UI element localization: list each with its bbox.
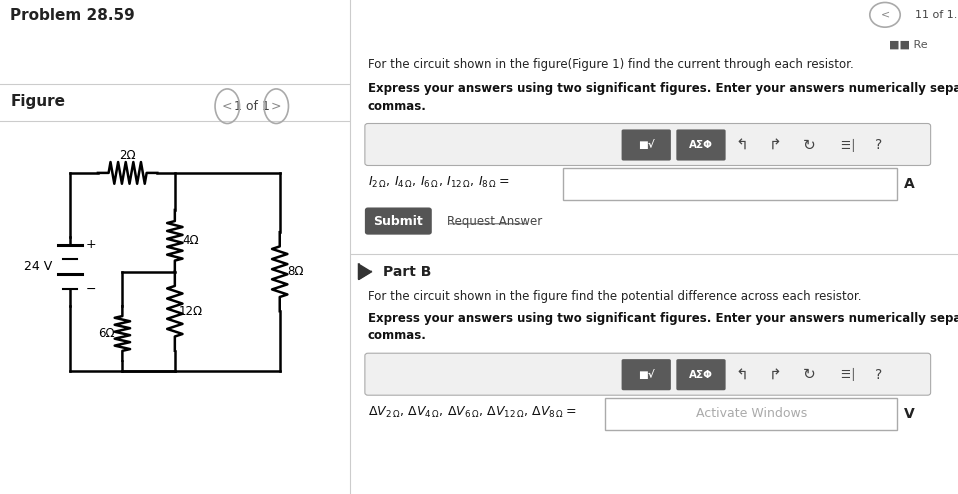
Text: Submit: Submit	[374, 214, 423, 228]
Text: $\Delta V_{2\,\Omega},\, \Delta V_{4\,\Omega},\, \Delta V_{6\,\Omega},\, \Delta : $\Delta V_{2\,\Omega},\, \Delta V_{4\,\O…	[368, 405, 577, 420]
Text: commas.: commas.	[368, 329, 427, 342]
Text: ΑΣΦ: ΑΣΦ	[689, 140, 713, 150]
Text: ?: ?	[876, 138, 882, 152]
Text: ☰│: ☰│	[840, 368, 856, 381]
Text: ↱: ↱	[769, 367, 782, 382]
Text: >: >	[271, 100, 282, 113]
FancyBboxPatch shape	[605, 398, 897, 430]
FancyBboxPatch shape	[365, 353, 930, 395]
Text: 6Ω: 6Ω	[99, 327, 115, 340]
FancyBboxPatch shape	[676, 129, 725, 161]
Text: ↻: ↻	[803, 367, 815, 382]
FancyBboxPatch shape	[562, 168, 897, 200]
Text: For the circuit shown in the figure find the potential difference across each re: For the circuit shown in the figure find…	[368, 290, 861, 303]
Text: $I_{2\,\Omega},\, I_{4\,\Omega},\, I_{6\,\Omega},\, I_{12\,\Omega},\, I_{8\,\Ome: $I_{2\,\Omega},\, I_{4\,\Omega},\, I_{6\…	[368, 175, 510, 190]
Text: ↱: ↱	[769, 137, 782, 153]
Text: For the circuit shown in the figure(Figure 1) find the current through each resi: For the circuit shown in the figure(Figu…	[368, 58, 854, 71]
Text: ?: ?	[876, 368, 882, 382]
Text: Request Answer: Request Answer	[447, 214, 542, 228]
Text: 4Ω: 4Ω	[182, 234, 199, 247]
FancyBboxPatch shape	[676, 359, 725, 390]
Text: ■■ Re: ■■ Re	[889, 40, 927, 49]
Text: 11 of 1...: 11 of 1...	[916, 10, 958, 20]
Text: ■√: ■√	[638, 370, 654, 380]
Text: 24 V: 24 V	[24, 260, 53, 273]
Text: 2Ω: 2Ω	[120, 149, 136, 162]
Text: 8Ω: 8Ω	[287, 265, 304, 278]
FancyBboxPatch shape	[622, 359, 671, 390]
FancyBboxPatch shape	[365, 124, 930, 165]
Text: Express your answers using two significant figures. Enter your answers numerical: Express your answers using two significa…	[368, 82, 958, 95]
Text: −: −	[85, 283, 96, 295]
Text: Activate Windows: Activate Windows	[696, 407, 807, 420]
Text: V: V	[904, 407, 915, 421]
Text: A: A	[904, 177, 915, 191]
Polygon shape	[359, 264, 371, 279]
FancyBboxPatch shape	[365, 207, 432, 235]
Text: ΑΣΦ: ΑΣΦ	[689, 370, 713, 380]
Text: 12Ω: 12Ω	[178, 305, 203, 318]
Text: Problem 28.59: Problem 28.59	[11, 8, 135, 23]
Text: ☰│: ☰│	[840, 138, 856, 152]
Text: commas.: commas.	[368, 100, 427, 113]
Text: Express your answers using two significant figures. Enter your answers numerical: Express your answers using two significa…	[368, 312, 958, 325]
Text: <: <	[222, 100, 233, 113]
Text: ↰: ↰	[736, 367, 748, 382]
Text: Figure: Figure	[11, 94, 65, 109]
Text: Part B: Part B	[383, 265, 431, 279]
Text: ■√: ■√	[638, 140, 654, 150]
Text: +: +	[85, 238, 97, 251]
Text: ↰: ↰	[736, 137, 748, 153]
Text: ↻: ↻	[803, 137, 815, 153]
FancyBboxPatch shape	[622, 129, 671, 161]
Text: 1 of 1: 1 of 1	[234, 100, 270, 113]
Text: <: <	[880, 10, 890, 20]
